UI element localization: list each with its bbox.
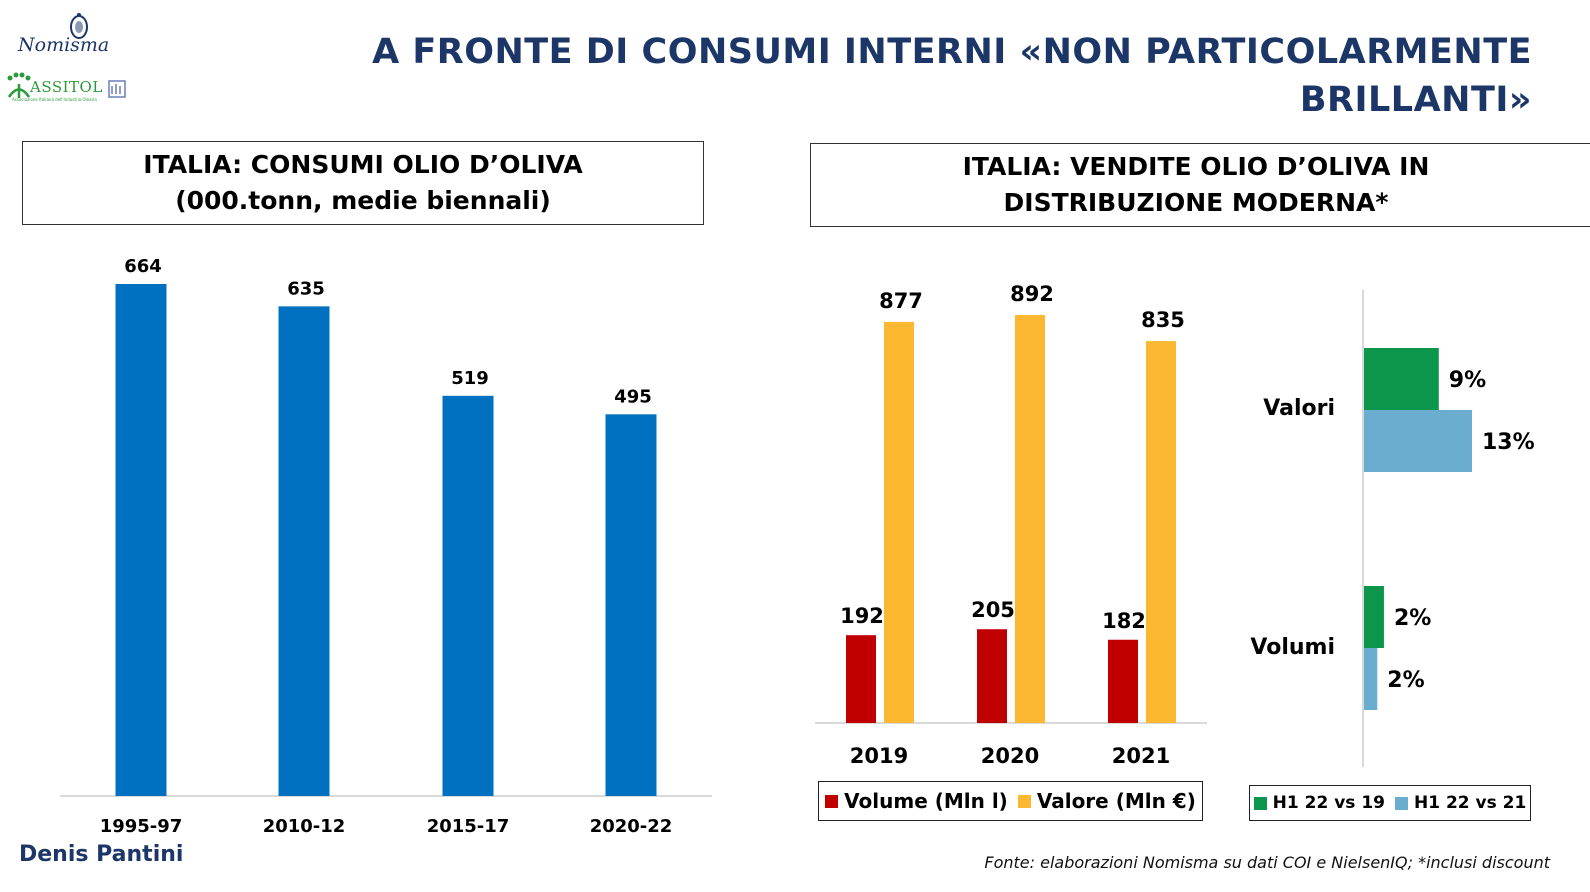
legend-swatch-volume xyxy=(825,794,839,808)
consumption-chart-title-line-1: ITALIA: CONSUMI OLIO D’OLIVA xyxy=(143,150,583,179)
legend-label-vs19: H1 22 vs 19 xyxy=(1272,793,1385,813)
sales-category-label: 2019 xyxy=(850,744,908,768)
consumption-bar-chart: 664 1995-97 635 2010-12 519 2015-17 495 2020-22 xyxy=(60,256,712,837)
legend-swatch-vs19 xyxy=(1253,796,1267,810)
consumption-bar-2020-22 xyxy=(605,414,657,796)
consumption-category-label: 2020-22 xyxy=(590,816,673,837)
growth-data-label: 2% xyxy=(1387,668,1424,693)
legend-item-volume: Volume (Mln l) xyxy=(825,789,1008,813)
sales-category-label: 2020 xyxy=(981,744,1039,768)
legend-item-valore: Valore (Mln €) xyxy=(1017,789,1196,813)
legend-swatch-valore xyxy=(1017,794,1031,808)
growth-data-label: 9% xyxy=(1449,368,1486,393)
sales-data-label: 192 xyxy=(840,604,884,628)
growth-bar-volumi-vs19 xyxy=(1364,586,1384,648)
legend-swatch-vs21 xyxy=(1395,796,1408,810)
assitol-logo-subtitle: Associazione Italiana dell'Industria Ole… xyxy=(12,97,97,102)
sales-bar-valore-2021 xyxy=(1146,341,1176,723)
assitol-logo: ASSITOL Associazione Italiana dell'Indus… xyxy=(4,72,126,106)
legend-label-valore: Valore (Mln €) xyxy=(1036,789,1196,813)
page-title-line-1: A FRONTE DI CONSUMI INTERNI «NON PARTICO… xyxy=(372,32,1532,72)
sales-data-label: 205 xyxy=(971,598,1015,622)
sales-bar-volume-2019 xyxy=(846,635,876,723)
consumption-category-label: 2015-17 xyxy=(427,816,510,837)
sales-data-label: 877 xyxy=(879,289,923,313)
sales-bar-valore-2020 xyxy=(1015,315,1045,723)
assitol-logo-text: ASSITOL xyxy=(30,78,103,96)
sales-chart-title-line-1: ITALIA: VENDITE OLIO D’OLIVA IN xyxy=(962,152,1430,181)
consumption-category-label: 1995-97 xyxy=(100,816,183,837)
source-note: Fonte: elaborazioni Nomisma su dati COI … xyxy=(984,853,1550,872)
consumption-data-label: 495 xyxy=(614,386,652,407)
legend-item-vs19: H1 22 vs 19 xyxy=(1253,793,1385,813)
growth-bar-volumi-vs21 xyxy=(1364,648,1378,710)
growth-data-label: 2% xyxy=(1394,606,1431,631)
consumption-data-label: 635 xyxy=(287,278,325,299)
olive-tree-icon xyxy=(7,72,31,98)
sales-bar-valore-2019 xyxy=(884,321,914,723)
consumption-data-label: 664 xyxy=(124,256,162,277)
consumption-category-label: 2010-12 xyxy=(263,816,346,837)
legend-label-volume: Volume (Mln l) xyxy=(844,789,1008,813)
author-name: Denis Pantini xyxy=(19,842,184,867)
consumption-data-label: 519 xyxy=(451,368,489,389)
consumption-chart-title: ITALIA: CONSUMI OLIO D’OLIVA (000.tonn, … xyxy=(22,141,704,225)
growth-data-label: 13% xyxy=(1482,430,1535,455)
growth-category-label: Valori xyxy=(1263,396,1335,421)
legend-label-vs21: H1 22 vs 21 xyxy=(1414,793,1527,813)
growth-bar-chart: Valori 9% 13% Volumi 2% 2% xyxy=(1250,290,1535,767)
growth-bar-valori-vs19 xyxy=(1364,348,1439,410)
sales-data-label: 182 xyxy=(1102,609,1146,633)
sales-bar-volume-2021 xyxy=(1108,639,1138,723)
page-title-line-2: BRILLANTI» xyxy=(1299,80,1532,120)
sales-bar-chart: 192 877 2019 205 892 2020 182 835 2021 xyxy=(815,282,1207,768)
sales-category-label: 2021 xyxy=(1112,744,1170,768)
sales-chart-title-line-2: DISTRIBUZIONE MODERNA* xyxy=(1003,188,1389,217)
nomisma-emblem-icon xyxy=(70,13,88,39)
sales-data-label: 835 xyxy=(1141,308,1185,332)
sales-bar-volume-2020 xyxy=(977,629,1007,723)
growth-category-label: Volumi xyxy=(1250,635,1335,660)
sales-data-label: 892 xyxy=(1010,282,1054,306)
nomisma-logo-text: Nomisma xyxy=(18,34,110,56)
legend-item-vs21: H1 22 vs 21 xyxy=(1395,793,1526,813)
consumption-bar-2015-17 xyxy=(442,395,494,796)
confindustria-icon xyxy=(108,80,126,98)
consumption-bar-1995-97 xyxy=(115,284,167,796)
growth-bar-valori-vs21 xyxy=(1364,410,1472,472)
consumption-bar-2010-12 xyxy=(278,306,330,796)
consumption-chart-title-line-2: (000.tonn, medie biennali) xyxy=(175,186,551,215)
sales-chart-legend: Volume (Mln l) Valore (Mln €) xyxy=(818,781,1203,821)
growth-chart-legend: H1 22 vs 19 H1 22 vs 21 xyxy=(1249,785,1531,821)
sales-chart-title: ITALIA: VENDITE OLIO D’OLIVA IN DISTRIBU… xyxy=(810,143,1590,227)
